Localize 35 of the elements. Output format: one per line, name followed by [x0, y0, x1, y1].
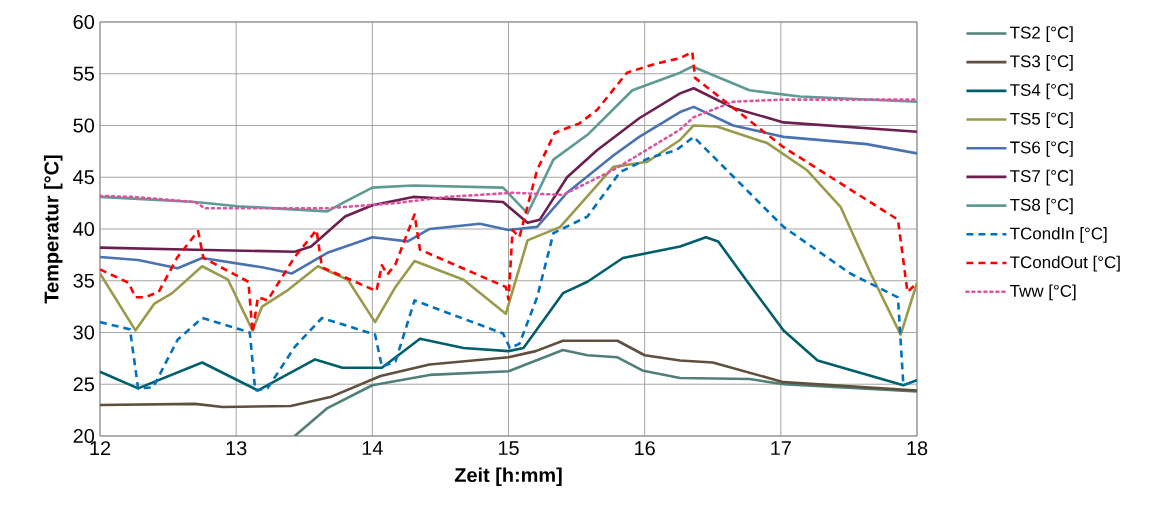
legend-label: TS6 [°C]: [1010, 140, 1073, 157]
x-tick-label: 18: [907, 441, 928, 456]
line-series: [100, 339, 918, 409]
y-tick-label: 55: [73, 66, 94, 81]
x-tick-label: 13: [226, 441, 247, 456]
x-axis-title: Zeit [h:mm]: [454, 467, 562, 487]
legend-label: TS3 [°C]: [1010, 54, 1073, 71]
legend-label: TS4 [°C]: [1010, 83, 1073, 100]
y-tick-label: 30: [73, 325, 95, 340]
x-tick-label: 14: [362, 441, 383, 455]
legend-label: TS2 [°C]: [1010, 26, 1073, 42]
y-tick-label: 35: [73, 273, 94, 288]
line-series: [100, 105, 918, 275]
y-tick-label: 60: [73, 14, 95, 30]
y-tick-label: 40: [73, 221, 95, 237]
x-tick-label: 17: [771, 441, 791, 455]
line-series: [100, 98, 918, 210]
x-tick-label: 15: [498, 441, 519, 456]
legend-label: Tww [°C]: [1010, 284, 1076, 301]
legend-label: TCondIn [°C]: [1010, 227, 1107, 243]
x-tick-label: 12: [90, 441, 111, 456]
y-tick-label: 25: [73, 377, 94, 392]
line-series: [100, 124, 918, 336]
line-series: [100, 135, 918, 392]
y-tick-label: 45: [73, 170, 94, 185]
y-axis-title: Temperatur [°C]: [43, 155, 63, 304]
x-tick-label: 16: [635, 441, 655, 456]
line-series: [100, 235, 918, 392]
legend-label: TS5 [°C]: [1010, 112, 1073, 129]
line-series: [293, 348, 918, 436]
y-tick-label: 50: [73, 118, 95, 133]
legend-label: TS8 [°C]: [1010, 198, 1073, 215]
legend-label: TS7 [°C]: [1010, 169, 1073, 186]
line-series: [100, 86, 918, 254]
legend-label: TCondOut [°C]: [1010, 255, 1120, 272]
